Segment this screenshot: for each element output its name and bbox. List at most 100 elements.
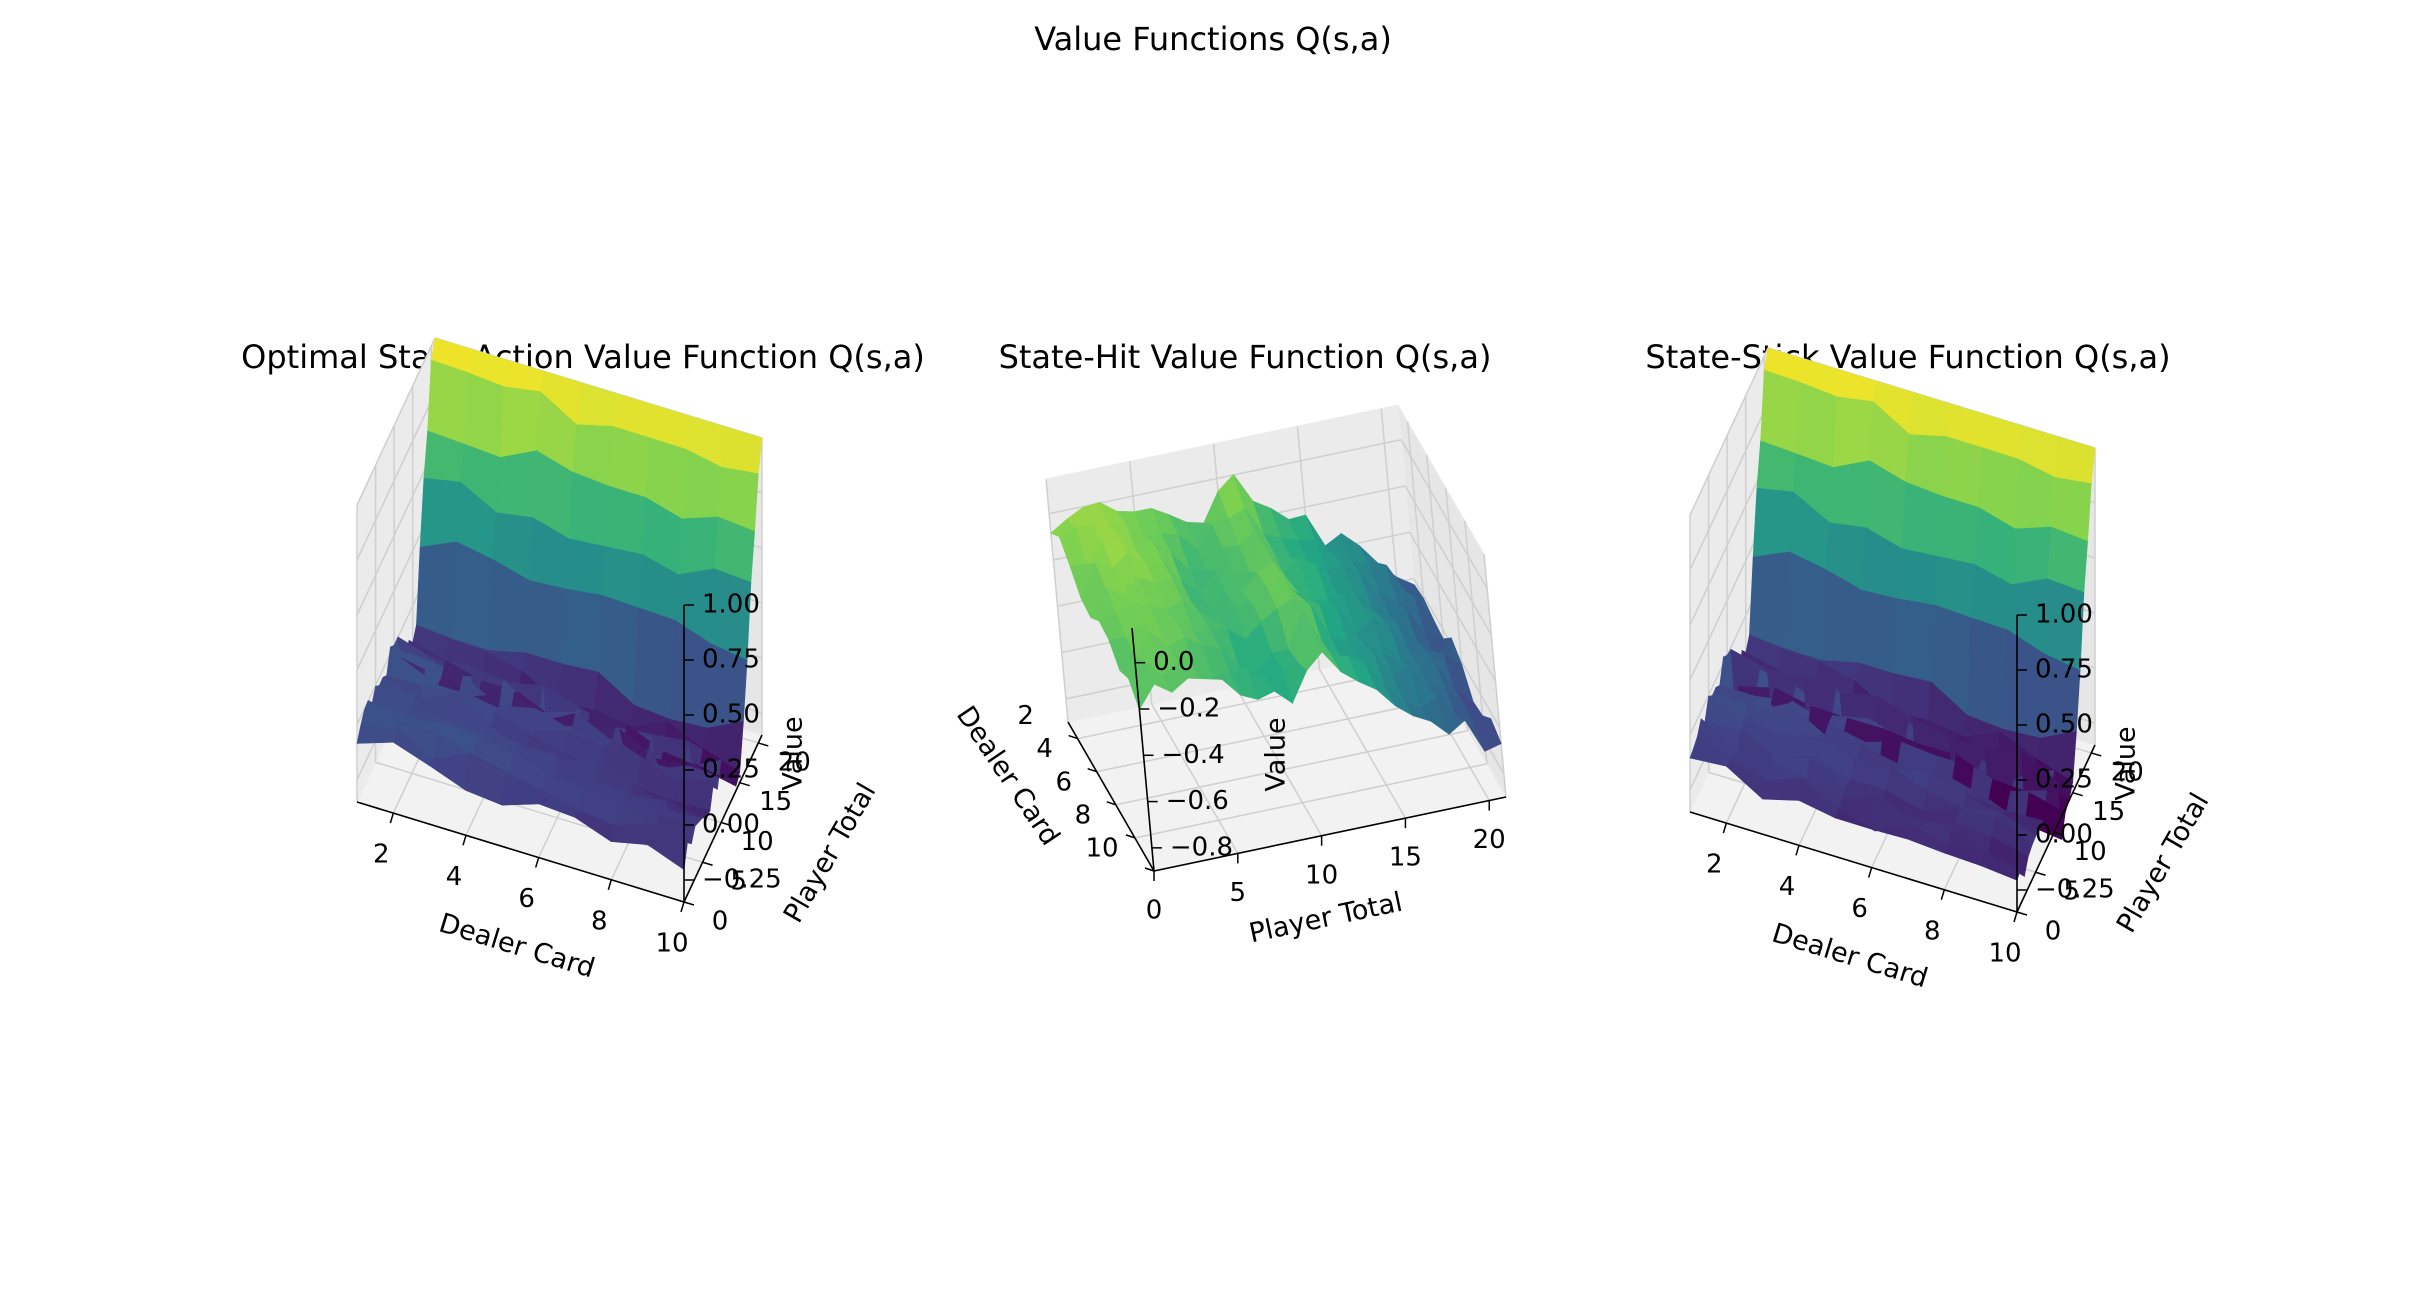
stick-z-tick-label: 0.00 <box>2035 820 2093 850</box>
stick-surface-facet <box>1785 551 1827 662</box>
hit-surface-facet <box>1264 668 1294 704</box>
stick-x-tick-label: 8 <box>1924 916 1941 946</box>
hit-grid-y <box>1045 478 1069 723</box>
hit-x-tick <box>1144 867 1155 872</box>
hit-grid-x <box>1483 553 1507 798</box>
hit-x-tick-label: 8 <box>1075 800 1092 830</box>
stick-surface-facet <box>1760 369 1801 455</box>
optimal-surface-facet <box>452 541 494 652</box>
hit-surface-facet <box>1229 669 1259 700</box>
stick-x-tick <box>1795 845 1800 856</box>
stick-grid-z <box>1689 347 1769 516</box>
stick-y-tick <box>2035 871 2046 876</box>
optimal-y-tick-label: 20 <box>778 748 811 778</box>
stick-y-tick-label: 10 <box>2074 837 2107 867</box>
stick-x-tick-label: 10 <box>1988 939 2021 969</box>
optimal-surface-facet <box>419 477 461 548</box>
optimal-surface-facet <box>463 372 505 458</box>
hit-y-tick-label: 5 <box>1230 878 1247 908</box>
stick-z-tick-label: 0.25 <box>2035 765 2093 795</box>
hit-z-axis-label: Value <box>1261 717 1292 791</box>
hit-grid-x <box>1096 696 1449 773</box>
optimal-surface-facet <box>634 607 675 720</box>
hit-grid-y <box>1151 704 1239 854</box>
hit-grid-z <box>1400 439 1488 590</box>
hit-grid-z <box>1048 438 1402 515</box>
optimal-surface-facet <box>565 538 606 596</box>
hit-x-tick <box>1087 767 1097 773</box>
stick-z-axis-label: Value <box>2111 726 2142 800</box>
hit-x-tick-label: 6 <box>1056 767 1073 797</box>
stick-x-tick <box>2013 911 2018 923</box>
stick-y-tick <box>2091 752 2102 757</box>
hit-grid-y <box>1234 686 1323 837</box>
hit-y-axis-label: Player Total <box>1246 887 1405 950</box>
optimal-y-tick-label: 5 <box>730 867 747 897</box>
optimal-z-tick-label: 0.75 <box>702 645 760 675</box>
subplot-stick: State-Stick Value Function Q(s,a)2468100… <box>1645 338 2215 994</box>
stick-y-axis-line <box>2016 744 2096 913</box>
hit-y-tick-label: 0 <box>1146 896 1163 926</box>
optimal-grid-z <box>356 337 436 506</box>
optimal-surface-facet <box>721 426 763 475</box>
subplot-optimal: Optimal State-Action Value Function Q(s,… <box>241 337 925 985</box>
optimal-y-tick <box>720 821 732 827</box>
optimal-surface-facet <box>677 516 719 575</box>
optimal-x-tick <box>462 835 467 846</box>
optimal-y-tick <box>702 861 713 866</box>
hit-x-tick-label: 10 <box>1085 834 1118 864</box>
optimal-surface-facet <box>499 386 541 458</box>
hit-x-tick-label: 2 <box>1017 701 1034 731</box>
optimal-y-tick-label: 15 <box>759 787 792 817</box>
hit-grid-y <box>1318 668 1407 819</box>
hit-x-tick-label: 4 <box>1036 734 1053 764</box>
optimal-x-tick-label: 6 <box>518 884 535 914</box>
hit-z-axis-line <box>1131 627 1155 872</box>
stick-x-tick <box>1867 867 1873 878</box>
optimal-surface-facet <box>427 359 468 445</box>
optimal-y-tick-label: 0 <box>712 907 729 937</box>
optimal-z-tick-label: 1.00 <box>702 590 760 620</box>
stick-x-axis-line <box>1689 811 2018 913</box>
optimal-x-axis-label: Dealer Card <box>435 908 598 985</box>
optimal-y-tick-label: 10 <box>741 827 774 857</box>
stick-surface-facet <box>1858 590 1899 675</box>
hit-y-tick-label: 10 <box>1305 860 1338 890</box>
optimal-title: Optimal State-Action Value Function Q(s,… <box>241 338 925 376</box>
stick-surface-facet <box>1829 460 1870 529</box>
stick-x-tick-label: 2 <box>1706 850 1723 880</box>
optimal-surface-facet <box>647 823 689 871</box>
optimal-y-axis-line <box>683 734 763 903</box>
stick-y-tick-label: 20 <box>2111 758 2144 788</box>
stick-surface-facet <box>1967 617 2008 730</box>
optimal-x-axis-line <box>356 801 685 903</box>
stick-y-axis-label: Player Total <box>2111 788 2216 938</box>
figure-title: Value Functions Q(s,a) <box>1034 20 1392 58</box>
optimal-z-axis-label: Value <box>778 716 809 790</box>
optimal-x-tick <box>680 901 685 913</box>
stick-x-axis-label: Dealer Card <box>1768 918 1931 995</box>
hit-y-axis-line <box>1153 796 1507 872</box>
stick-surface-facet <box>1941 436 1983 508</box>
stick-surface-facet <box>1749 551 1790 650</box>
hit-surface-facet <box>1128 660 1155 711</box>
stick-surface-facet <box>2054 436 2096 485</box>
stick-y-tick-label: 0 <box>2045 917 2062 947</box>
hit-surface-facet <box>1474 718 1502 752</box>
hit-grid-z <box>1404 485 1492 636</box>
optimal-surface-facet <box>525 580 566 665</box>
stick-surface-facet <box>1898 548 1939 606</box>
stick-surface-facet <box>1752 487 1794 558</box>
stick-surface-facet <box>1777 733 1818 760</box>
stick-y-tick-label: 15 <box>2092 797 2125 827</box>
optimal-z-tick-label: 0.00 <box>702 810 760 840</box>
optimal-grid-z <box>356 392 436 561</box>
stick-surface-facet <box>1796 382 1838 468</box>
optimal-x-tick <box>607 879 613 890</box>
optimal-x-tick-label: 8 <box>591 906 608 936</box>
optimal-y-tick <box>739 781 750 787</box>
optimal-surface-facet <box>416 541 457 640</box>
stick-y-tick <box>2072 791 2083 797</box>
